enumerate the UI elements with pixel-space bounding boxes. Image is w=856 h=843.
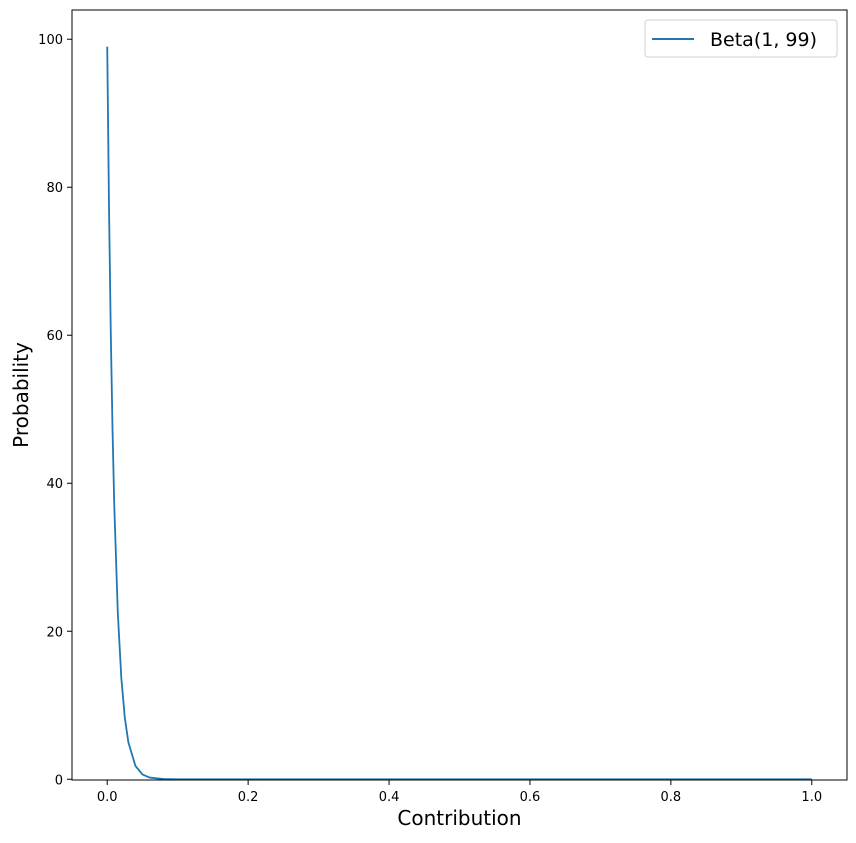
legend-label: Beta(1, 99)	[710, 29, 817, 51]
y-tick-label: 60	[46, 329, 63, 344]
x-tick-label: 0.0	[97, 790, 118, 805]
legend: Beta(1, 99)	[644, 19, 838, 58]
y-tick-label: 80	[46, 181, 63, 196]
x-tick-label: 1.0	[801, 790, 822, 805]
x-tick-label: 0.4	[379, 790, 400, 805]
x-tick-label: 0.2	[238, 790, 259, 805]
x-axis-label: Contribution	[397, 806, 521, 830]
y-tick-label: 0	[55, 773, 63, 788]
series-line-beta	[106, 46, 812, 781]
y-tick-label: 40	[46, 477, 63, 492]
y-tick-label: 100	[38, 33, 63, 48]
y-tick-label: 20	[46, 625, 63, 640]
legend-box	[644, 19, 838, 58]
y-axis-label: Probability	[9, 342, 33, 448]
x-tick-label: 0.6	[520, 790, 541, 805]
x-tick-label: 0.8	[661, 790, 682, 805]
plot-frame	[71, 9, 848, 781]
